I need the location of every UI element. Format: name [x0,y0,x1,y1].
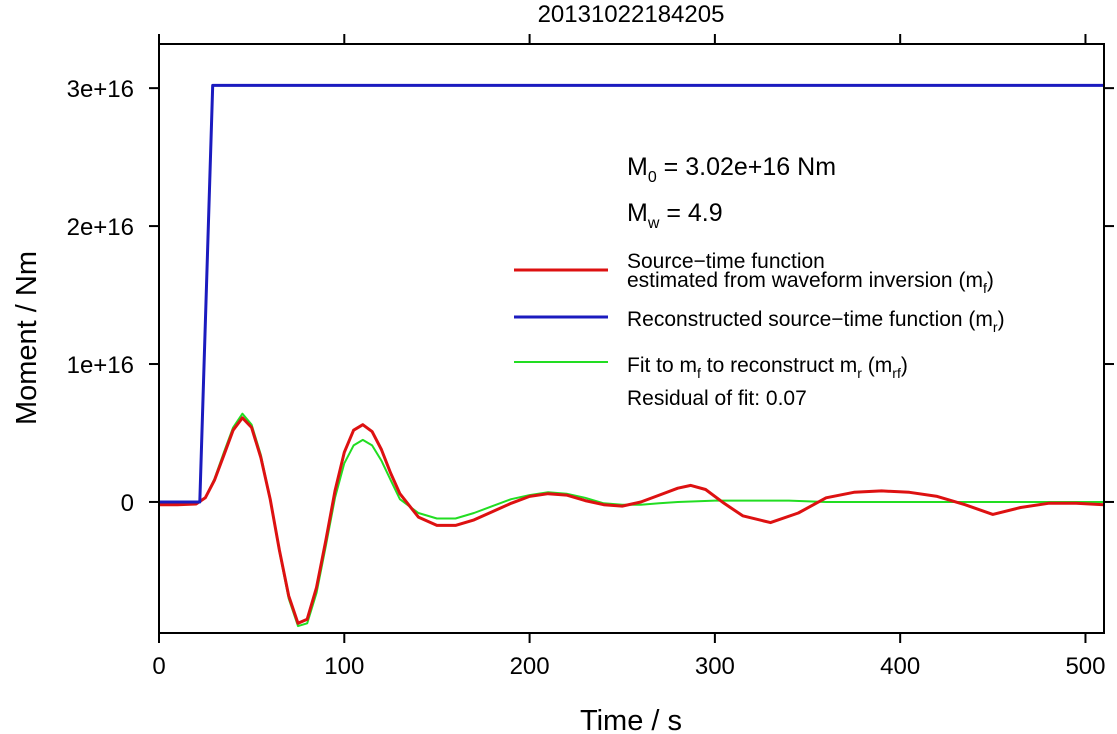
y-tick-label: 3e+16 [67,76,134,103]
legend: Source−time function estimated from wave… [514,250,1005,410]
legend-fit-sub-rf: rf [892,365,901,381]
y-tick-label: 2e+16 [67,214,134,241]
x-axis-ticks: 0 100 200 300 400 500 [152,34,1105,680]
x-tick-label: 0 [152,653,165,680]
x-axis-title: Time / s [580,705,682,734]
legend-fit-sub-r: r [857,365,862,381]
series-fit-line [159,412,1104,628]
seismic-moment-annotation: M0 = 3.02e+16 Nm [627,153,836,186]
legend-sub-r: r [993,319,998,335]
legend-label-source-time-function-line2-text: estimated from waveform inversion (m [627,269,983,292]
mw-symbol: M [627,199,648,227]
chart-title: 20131022184205 [538,1,725,28]
moment-magnitude-annotation: Mw = 4.9 [627,199,723,232]
legend-label-fit-b: to reconstruct m [701,354,857,377]
legend-label-fit-a: Fit to m [627,354,697,377]
series-reconstructed-line [159,83,1104,504]
legend-fit-sub-f: f [697,365,701,381]
x-tick-label: 300 [695,653,735,680]
y-axis-ticks: 0 1e+16 2e+16 3e+16 [67,76,1114,517]
plot-frame [158,43,1105,634]
legend-label-reconstructed-text: Reconstructed source−time function (m [627,308,993,331]
legend-label-fit-close: ) [901,354,908,377]
legend-label-source-time-function-close: ) [987,269,994,292]
legend-label-source-time-function-line1: Source−time function [627,250,825,273]
mw-value: = 4.9 [659,199,722,227]
x-tick-label: 200 [510,653,550,680]
y-axis-title: Moment / Nm [11,251,43,425]
x-tick-label: 500 [1065,653,1105,680]
m0-symbol: M [627,153,648,181]
m0-subscript: 0 [648,169,657,186]
mw-subscript: w [647,215,660,232]
m0-value: = 3.02e+16 Nm [657,153,836,181]
legend-label-fit: Fit to mf to reconstruct mr (mrf) [627,354,908,381]
series-layer [159,83,1105,628]
legend-sub-f: f [983,280,987,296]
legend-label-reconstructed: Reconstructed source−time function (mr) [627,308,1005,335]
series-source-time-function-line [159,416,1105,625]
legend-label-reconstructed-close: ) [998,308,1005,331]
y-tick-label: 0 [121,490,134,517]
y-tick-label: 1e+16 [67,352,134,379]
legend-label-source-time-function-line2: estimated from waveform inversion (mf) [627,269,994,296]
x-tick-label: 400 [880,653,920,680]
legend-label-fit-c: (m [862,354,892,377]
residual-annotation: Residual of fit: 0.07 [627,387,807,410]
x-tick-label: 100 [324,653,364,680]
